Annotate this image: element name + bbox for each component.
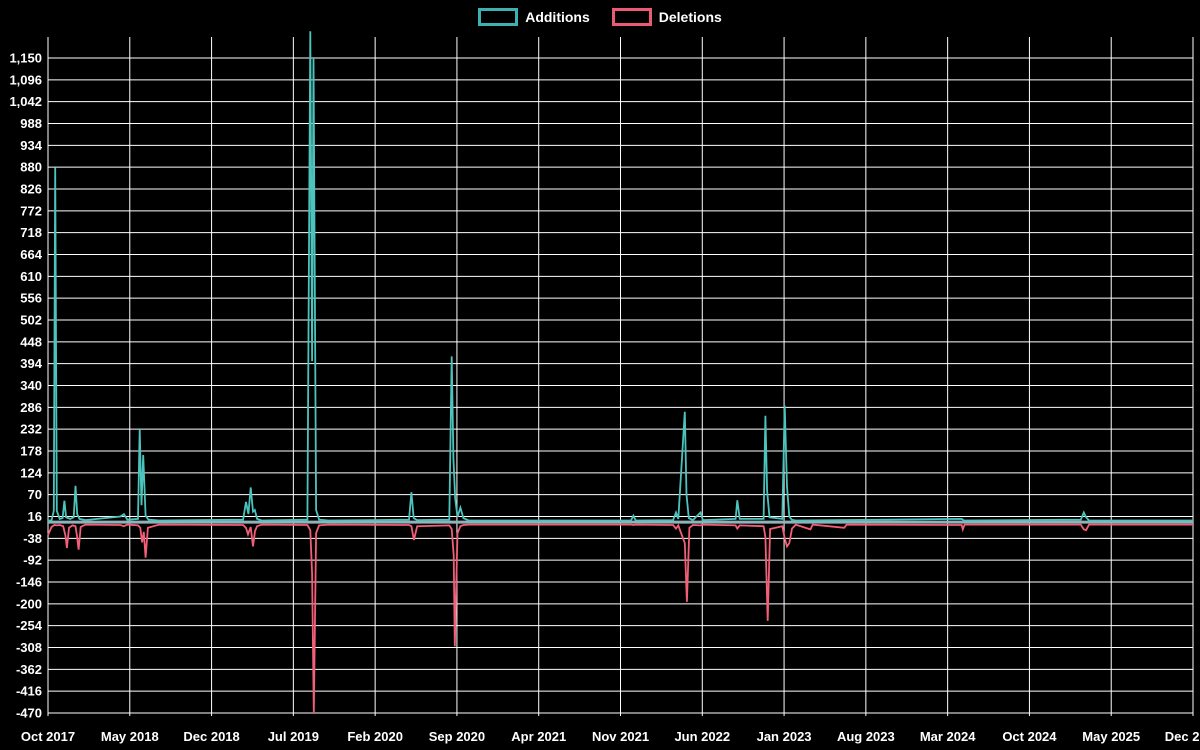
y-tick-label: -254 (16, 618, 43, 633)
additions-line (48, 31, 1193, 522)
y-tick-label: 556 (20, 291, 42, 306)
x-tick-label: Jan 2023 (757, 729, 812, 744)
y-tick-label: 1,042 (9, 94, 42, 109)
legend-item-additions[interactable]: Additions (478, 8, 590, 26)
y-tick-label: -38 (23, 531, 42, 546)
y-tick-label: 1,096 (9, 72, 42, 87)
x-tick-label: Apr 2021 (511, 729, 566, 744)
y-tick-label: -92 (23, 553, 42, 568)
y-tick-label: -308 (16, 640, 42, 655)
x-tick-label: May 2025 (1082, 729, 1140, 744)
deletions-line (47, 523, 1193, 714)
x-tick-label: Dec 2025 (1165, 729, 1200, 744)
y-tick-label: 826 (20, 182, 42, 197)
y-tick-label: 448 (20, 334, 42, 349)
y-tick-label: 664 (20, 247, 42, 262)
y-tick-label: -416 (16, 684, 42, 699)
y-tick-label: 934 (20, 138, 42, 153)
y-tick-label: 16 (28, 509, 42, 524)
x-tick-label: Dec 2018 (183, 729, 239, 744)
legend-swatch-additions (478, 8, 519, 26)
y-tick-label: 286 (20, 400, 42, 415)
y-tick-label: 718 (20, 225, 42, 240)
y-tick-label: 178 (20, 444, 42, 459)
y-tick-label: 232 (20, 422, 42, 437)
y-tick-label: 880 (20, 160, 42, 175)
legend-item-deletions[interactable]: Deletions (611, 8, 722, 26)
x-tick-label: Oct 2024 (1002, 729, 1057, 744)
y-tick-label: 394 (20, 356, 42, 371)
x-tick-label: Nov 2021 (592, 729, 649, 744)
y-tick-label: 124 (20, 465, 42, 480)
x-tick-label: Oct 2017 (21, 729, 75, 744)
x-tick-label: Feb 2020 (347, 729, 403, 744)
chart-legend: Additions Deletions (0, 8, 1200, 26)
legend-label-additions: Additions (525, 9, 590, 25)
x-tick-label: May 2018 (101, 729, 159, 744)
x-tick-label: Jun 2022 (674, 729, 730, 744)
y-tick-label: 610 (20, 269, 42, 284)
y-tick-label: -470 (16, 706, 42, 721)
x-tick-label: Jul 2019 (268, 729, 319, 744)
y-tick-label: -146 (16, 575, 42, 590)
y-tick-label: -200 (16, 596, 42, 611)
y-tick-label: -362 (16, 662, 42, 677)
y-tick-label: 70 (28, 487, 42, 502)
y-tick-label: 772 (20, 203, 42, 218)
y-tick-label: 502 (20, 313, 42, 328)
y-tick-label: 988 (20, 116, 42, 131)
legend-label-deletions: Deletions (658, 9, 722, 25)
y-tick-label: 340 (20, 378, 42, 393)
x-tick-label: Sep 2020 (429, 729, 485, 744)
legend-swatch-deletions (611, 8, 652, 26)
x-tick-label: Mar 2024 (920, 729, 976, 744)
y-tick-label: 1,150 (9, 51, 42, 66)
x-tick-label: Aug 2023 (837, 729, 895, 744)
